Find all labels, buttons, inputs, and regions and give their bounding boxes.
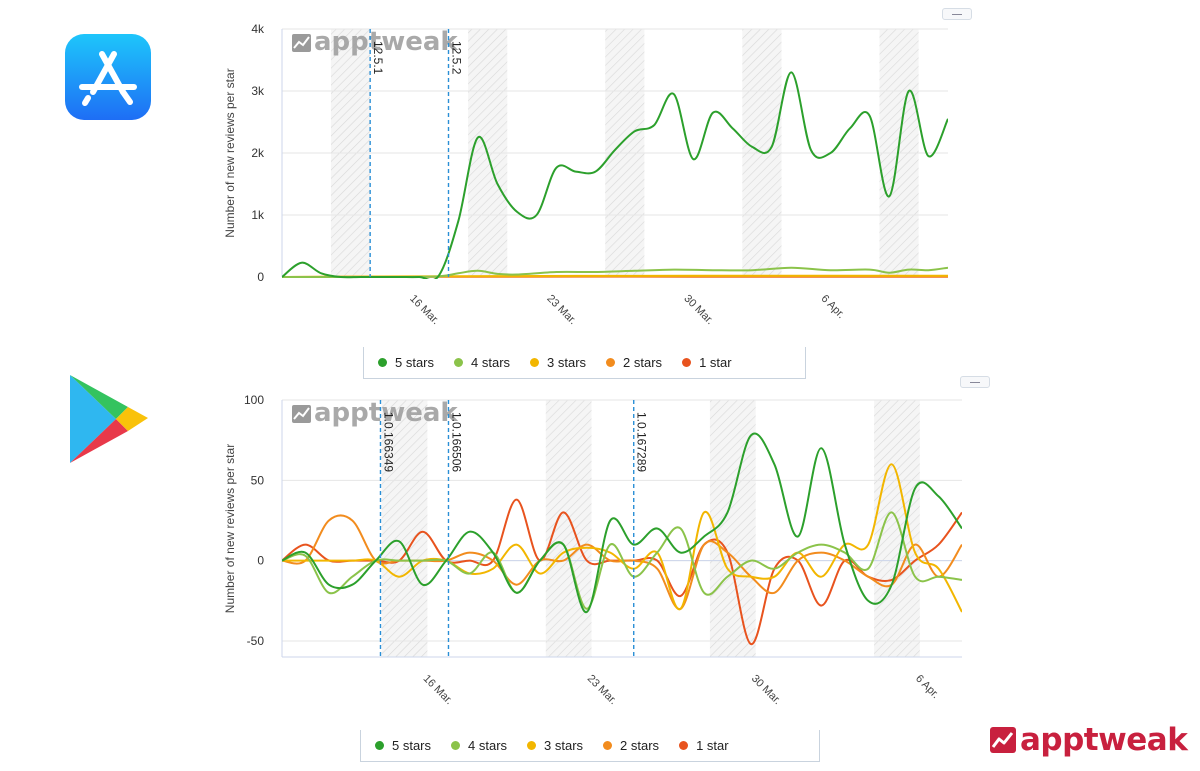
legend-label: 1 star [696,738,729,753]
version-marker-label: 1.0.166506 [449,412,463,472]
legend-item-1-star[interactable]: 1 star [679,738,729,753]
bottom-chart-menu-button[interactable] [960,376,990,388]
x-tick-label: 23 Mar. [585,673,619,707]
legend-item-2-stars[interactable]: 2 stars [603,738,659,753]
chart-1: 0 1k 2k 3k 4k 16 Mar. 23 Mar. 30 Mar. 6 Apr. Numb… [223,22,948,327]
legend-item-5-stars[interactable]: 5 stars [378,355,434,370]
legend-label: 5 stars [395,355,435,370]
legend-item-5-stars[interactable]: 5 stars [375,738,431,753]
legend-label: 4 stars [471,355,511,370]
version-marker-label: 1.0.166349 [381,412,395,472]
apptweak-logo-icon [990,727,1016,753]
legend-swatch [606,358,616,367]
legend-swatch [603,741,613,750]
legend-swatch [679,741,689,750]
y-tick-label: 1k [251,208,265,222]
x-tick-label: 16 Mar. [421,673,455,707]
top-chart-legend: 5 stars 4 stars 3 stars 2 stars 1 star [363,347,806,379]
top-chart-menu-button[interactable] [942,8,972,20]
y-tick-label: 2k [251,146,265,160]
google-play-icon [68,373,150,463]
legend-label: 4 stars [468,738,508,753]
y-axis-title: Number of new reviews per star [223,444,237,613]
x-tick-label: 30 Mar. [681,293,715,327]
watermark-text: apptweak [314,398,458,428]
legend-swatch [454,358,464,367]
legend-swatch [451,741,461,750]
chart-2: -50 0 50 100 16 Mar. 23 Mar. 30 Mar. 6 Apr. Numb… [223,393,962,707]
series-line-4-stars [282,511,962,610]
y-tick-label: 100 [244,393,264,407]
legend-label: 1 star [699,355,732,370]
legend-swatch [527,741,537,750]
version-marker-label: 12.5.1 [371,41,385,75]
legend-label: 5 stars [392,738,432,753]
app-store-icon [65,34,151,120]
legend-item-3-stars[interactable]: 3 stars [530,355,586,370]
y-tick-label: -50 [247,634,265,648]
y-tick-label: 50 [251,473,265,487]
x-tick-label: 6 Apr. [819,293,847,321]
y-axis-title: Number of new reviews per star [223,68,237,237]
legend-item-4-stars[interactable]: 4 stars [451,738,507,753]
version-marker-label: 12.5.2 [450,41,464,75]
y-tick-label: 0 [257,554,264,568]
legend-swatch [530,358,540,367]
brand-name: apptweak [1020,722,1188,758]
x-tick-label: 6 Apr. [913,673,941,701]
legend-label: 2 stars [620,738,660,753]
legend-label: 3 stars [547,355,587,370]
x-tick-label: 16 Mar. [407,293,441,327]
legend-swatch [682,358,692,367]
series-line-5-stars [282,71,948,279]
legend-label: 3 stars [544,738,584,753]
x-tick-label: 23 Mar. [544,293,578,327]
watermark: apptweak [292,398,458,428]
series-group [282,71,948,279]
series-line-5-stars [282,432,962,614]
y-tick-label: 3k [251,84,265,98]
weekend-band [874,400,920,657]
weekend-band [545,400,592,657]
legend-item-3-stars[interactable]: 3 stars [527,738,583,753]
y-tick-label: 4k [251,22,265,36]
legend-swatch [378,358,387,367]
legend-item-2-stars[interactable]: 2 stars [606,355,662,370]
apptweak-logo: apptweak [990,722,1188,758]
watermark: apptweak [292,27,458,57]
bottom-chart-legend: 5 stars 4 stars 3 stars 2 stars 1 star [360,730,820,762]
legend-item-1-star[interactable]: 1 star [682,355,732,370]
watermark-text: apptweak [314,27,458,57]
legend-swatch [375,741,384,750]
x-tick-label: 30 Mar. [749,673,783,707]
y-tick-label: 0 [257,270,264,284]
series-line-4-stars [282,266,948,279]
legend-label: 2 stars [623,355,663,370]
version-marker-label: 1.0.167289 [635,412,649,472]
weekend-band [381,400,428,657]
legend-item-4-stars[interactable]: 4 stars [454,355,510,370]
